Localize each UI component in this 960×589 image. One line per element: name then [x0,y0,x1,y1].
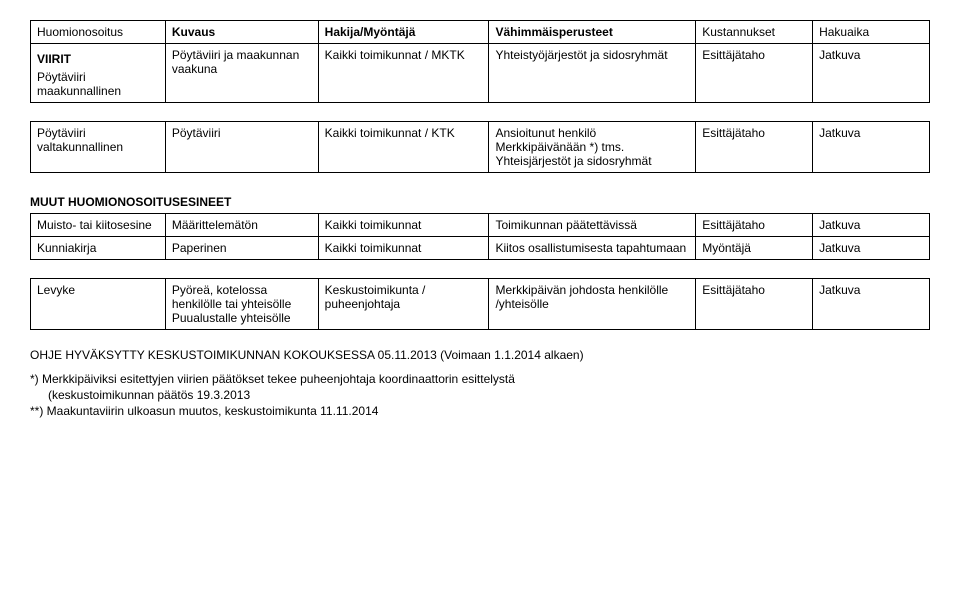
cell-text: Pöytäviiri [165,122,318,173]
cell-text: Kiitos osallistumisesta tapahtumaan [489,237,696,260]
table-row: VIIRIT Pöytäviiri maakunnallinen Pöytävi… [31,44,930,103]
cell-text: Esittäjätaho [696,214,813,237]
cell-text: Esittäjätaho [696,122,813,173]
cell-text: Levyke [31,279,166,330]
header-kuvaus: Kuvaus [172,25,215,39]
cell-text: Esittäjätaho [696,44,813,103]
section-viirit: VIIRIT [37,52,159,66]
cell-text: Toimikunnan päätettävissä [489,214,696,237]
cell-text: Jatkuva [813,279,930,330]
cell-text: Merkkipäivän johdosta henkilölle /yhteis… [489,279,696,330]
cell-text: Kunniakirja [31,237,166,260]
cell-text: Pöytäviiri ja maakunnan vaakuna [165,44,318,103]
cell-text: Määrittelemätön [165,214,318,237]
cell-text: Pyöreä, kotelossa henkilölle tai yhteisö… [165,279,318,330]
footer-line: OHJE HYVÄKSYTTY KESKUSTOIMIKUNNAN KOKOUK… [30,348,930,362]
cell-text: Yhteistyöjärjestöt ja sidosryhmät [489,44,696,103]
table-row: Muisto- tai kiitosesine Määrittelemätön … [31,214,930,237]
table-viirit-1: Huomionosoitus Kuvaus Hakija/Myöntäjä Vä… [30,20,930,103]
table-levyke: Levyke Pyöreä, kotelossa henkilölle tai … [30,278,930,330]
cell-text: Pöytäviiri valtakunnallinen [31,122,166,173]
header-huomionosoitus: Huomionosoitus [31,21,166,44]
header-hakuaika: Hakuaika [813,21,930,44]
cell-text: Keskustoimikunta / puheenjohtaja [318,279,489,330]
table-viirit-2: Pöytäviiri valtakunnallinen Pöytäviiri K… [30,121,930,173]
cell-text: Jatkuva [813,237,930,260]
cell-text: Jatkuva [813,214,930,237]
footer-line: *) Merkkipäiviksi esitettyjen viirien pä… [30,372,930,386]
cell-text: Jatkuva [813,122,930,173]
section-muut: MUUT HUOMIONOSOITUSESINEET [30,195,930,209]
header-hakija: Hakija/Myöntäjä [325,25,416,39]
cell-text: Kaikki toimikunnat [318,214,489,237]
cell-text: Kaikki toimikunnat [318,237,489,260]
cell-text: Jatkuva [813,44,930,103]
footer-block: OHJE HYVÄKSYTTY KESKUSTOIMIKUNNAN KOKOUK… [30,348,930,418]
cell-text: Myöntäjä [696,237,813,260]
cell-text: Esittäjätaho [696,279,813,330]
cell-text: Muisto- tai kiitosesine [31,214,166,237]
footer-line: **) Maakuntaviirin ulkoasun muutos, kesk… [30,404,930,418]
cell-text: Kaikki toimikunnat / MKTK [318,44,489,103]
table-row: Pöytäviiri valtakunnallinen Pöytäviiri K… [31,122,930,173]
cell-text: Paperinen [165,237,318,260]
cell-text: Ansioitunut henkilö Merkkipäivänään *) t… [489,122,696,173]
cell-text: Pöytäviiri maakunnallinen [37,70,159,98]
table-header-row: Huomionosoitus Kuvaus Hakija/Myöntäjä Vä… [31,21,930,44]
cell-text: Kaikki toimikunnat / KTK [318,122,489,173]
header-kustannukset: Kustannukset [696,21,813,44]
table-muut: Muisto- tai kiitosesine Määrittelemätön … [30,213,930,260]
table-row: Levyke Pyöreä, kotelossa henkilölle tai … [31,279,930,330]
footer-line: (keskustoimikunnan päätös 19.3.2013 [30,388,930,402]
table-row: Kunniakirja Paperinen Kaikki toimikunnat… [31,237,930,260]
header-perusteet: Vähimmäisperusteet [495,25,612,39]
